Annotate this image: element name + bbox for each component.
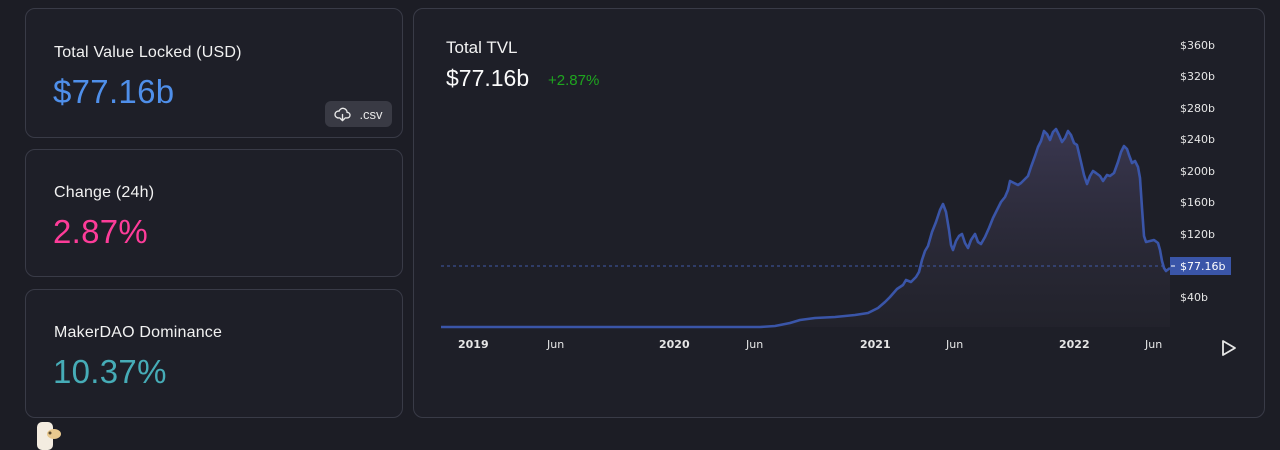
chart-change: +2.87% — [548, 72, 600, 89]
svg-text:2019: 2019 — [458, 338, 489, 351]
cloud-download-icon — [334, 107, 352, 121]
play-icon[interactable] — [1220, 339, 1238, 357]
tvl-card: Total Value Locked (USD) $77.16b .csv — [25, 8, 403, 138]
svg-text:2021: 2021 — [860, 338, 891, 351]
dominance-label: MakerDAO Dominance — [54, 324, 223, 341]
tvl-area-fill — [441, 129, 1170, 327]
svg-text:$120b: $120b — [1180, 228, 1215, 241]
change-value: 2.87% — [53, 213, 149, 250]
download-csv-button[interactable]: .csv — [325, 101, 392, 127]
tvl-value: $77.16b — [53, 73, 175, 110]
dominance-value: 10.37% — [53, 353, 167, 390]
tvl-chart-card: Total TVL $77.16b +2.87% $360b $320b $28… — [413, 8, 1265, 418]
llama-mascot-icon — [37, 422, 61, 450]
change-label: Change (24h) — [54, 184, 155, 201]
svg-text:2020: 2020 — [659, 338, 690, 351]
svg-text:Jun: Jun — [745, 338, 763, 351]
chart-value: $77.16b — [446, 65, 530, 91]
svg-text:Jun: Jun — [1144, 338, 1162, 351]
tvl-line — [441, 127, 1171, 329]
svg-text:$160b: $160b — [1180, 196, 1215, 209]
csv-label: .csv — [359, 106, 383, 122]
svg-text:$40b: $40b — [1180, 291, 1208, 304]
svg-text:$320b: $320b — [1180, 70, 1215, 83]
dominance-card: MakerDAO Dominance 10.37% — [25, 289, 403, 418]
svg-text:$280b: $280b — [1180, 102, 1215, 115]
svg-text:Jun: Jun — [546, 338, 564, 351]
svg-text:$200b: $200b — [1180, 165, 1215, 178]
x-axis: 2019 Jun 2020 Jun 2021 Jun 2022 Jun — [458, 338, 1162, 351]
change-card: Change (24h) 2.87% — [25, 149, 403, 277]
svg-text:$360b: $360b — [1180, 39, 1215, 52]
current-value-marker: $77.16b — [1170, 257, 1231, 275]
svg-text:$77.16b: $77.16b — [1180, 260, 1225, 273]
y-axis: $360b $320b $280b $240b $200b $160b $120… — [1180, 39, 1215, 304]
tvl-label: Total Value Locked (USD) — [54, 44, 242, 61]
tvl-area-chart[interactable]: $360b $320b $280b $240b $200b $160b $120… — [413, 8, 1265, 418]
chart-title: Total TVL — [446, 38, 518, 57]
svg-text:$240b: $240b — [1180, 133, 1215, 146]
svg-text:Jun: Jun — [945, 338, 963, 351]
svg-text:2022: 2022 — [1059, 338, 1090, 351]
